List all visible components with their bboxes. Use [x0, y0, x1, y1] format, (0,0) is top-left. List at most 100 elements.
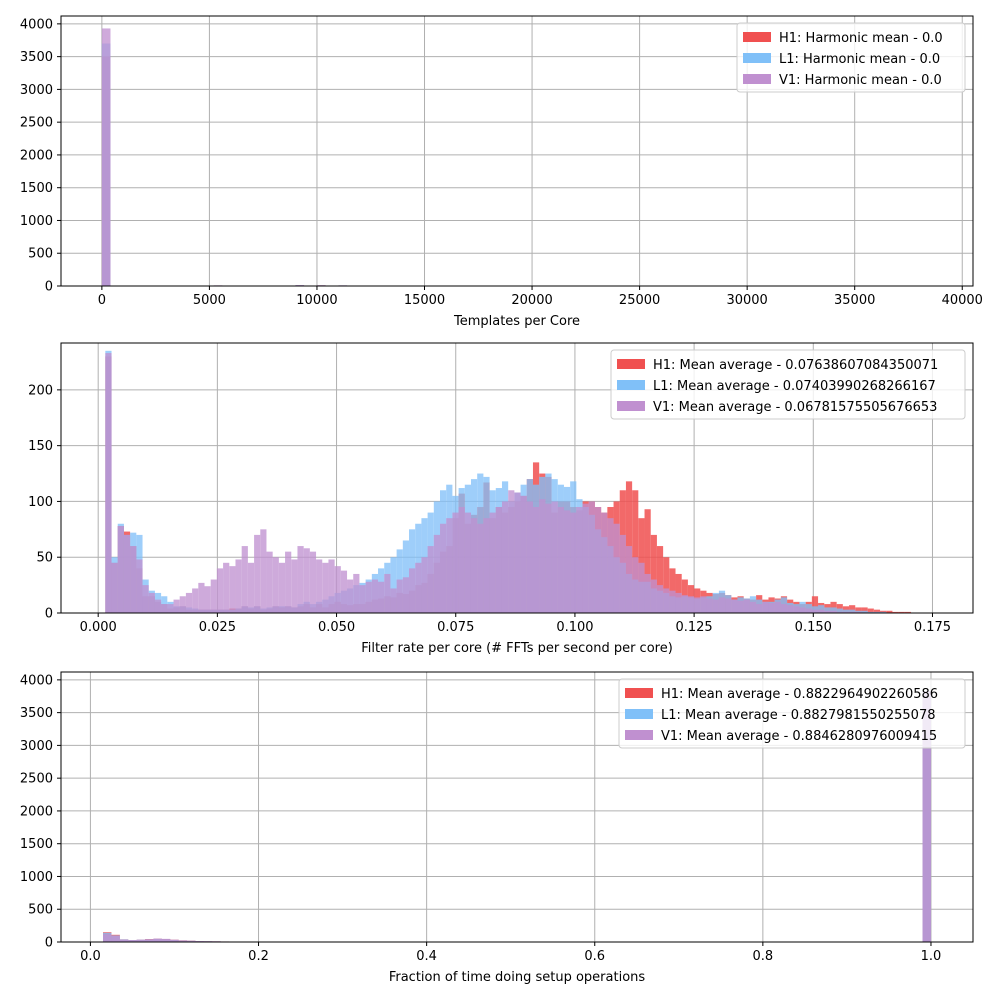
histogram-bar: [725, 598, 732, 613]
histogram-bar: [880, 611, 887, 613]
histogram-bar: [514, 492, 521, 613]
histogram-bar: [210, 579, 217, 613]
legend-label: V1: Harmonic mean - 0.0: [779, 73, 942, 88]
histogram-bar: [272, 557, 279, 613]
histogram-bar: [278, 562, 286, 613]
histogram-bar: [588, 501, 595, 613]
y-tick-label: 100: [28, 495, 53, 510]
y-tick-label: 1000: [20, 214, 53, 229]
histogram-bar: [780, 604, 788, 613]
histogram-bar: [260, 529, 267, 613]
histogram-bar: [291, 559, 298, 613]
x-axis-label: Templates per Core: [453, 314, 580, 329]
x-tick-label: 0.125: [675, 620, 712, 635]
histogram-bar: [656, 546, 664, 613]
x-tick-label: 35000: [834, 293, 875, 308]
histogram-bar: [613, 523, 620, 613]
histogram-bar: [316, 559, 323, 613]
histogram-bar: [669, 568, 676, 613]
y-tick-label: 2500: [20, 116, 53, 131]
histogram-bar: [576, 507, 583, 613]
histogram-bar: [365, 581, 372, 613]
histogram-bar: [415, 562, 422, 613]
histogram-bar: [799, 607, 806, 613]
x-tick-label: 0.100: [556, 620, 593, 635]
x-tick-label: 0: [98, 293, 106, 308]
histogram-bar: [557, 507, 564, 613]
histogram-bar: [836, 611, 843, 613]
histogram-bar: [663, 588, 670, 613]
histogram-bar: [563, 510, 571, 613]
histogram-bar: [421, 557, 428, 613]
y-tick-label: 1000: [20, 870, 53, 885]
histogram-bar: [570, 512, 577, 613]
histogram-bar: [712, 599, 719, 613]
histogram-bar: [427, 546, 434, 613]
histogram-bar: [855, 611, 862, 613]
histogram-bar: [818, 609, 825, 613]
x-tick-label: 20000: [511, 293, 552, 308]
histogram-bar: [842, 611, 850, 613]
setup-fraction-panel: 0.0 0.2 0.4 0.6 0.8 1.0 0 500 1000 1500 2000 2500 30…: [20, 671, 974, 985]
histogram-bar: [737, 600, 744, 613]
legend-box: [618, 678, 966, 749]
histogram-bar: [334, 566, 341, 613]
histogram-bar: [187, 940, 196, 942]
x-axis-label: Fraction of time doing setup operations: [389, 970, 646, 985]
histogram-bar: [625, 546, 633, 613]
histogram-bar: [520, 495, 527, 613]
bars-group: [105, 350, 912, 613]
y-tick-label: 0: [45, 607, 53, 622]
histogram-bar: [849, 609, 856, 613]
histogram-bar: [675, 592, 682, 613]
histogram-bar: [650, 534, 657, 613]
axes-frame: [60, 15, 974, 287]
histogram-bar: [793, 606, 800, 613]
histogram-bar: [111, 562, 118, 613]
histogram-bar: [644, 573, 651, 613]
legend-label: H1: Mean average - 0.8822964902260586: [661, 687, 938, 702]
histogram-bar: [811, 596, 819, 613]
histogram-bar: [123, 534, 131, 613]
x-tick-label: 0.050: [318, 620, 355, 635]
histogram-bar: [247, 562, 255, 613]
histogram-bar: [669, 590, 676, 613]
y-tick-label: 2500: [20, 772, 53, 787]
histogram-bar: [749, 601, 757, 613]
histogram-bar: [867, 608, 874, 613]
histogram-bar: [824, 607, 831, 613]
y-tick-label: 200: [28, 383, 53, 398]
histogram-bar: [892, 611, 899, 613]
histogram-bar: [861, 610, 868, 613]
histogram-bar: [285, 551, 292, 613]
histogram-bar: [811, 609, 819, 613]
histogram-bar: [111, 935, 120, 942]
x-tick-label: 0.175: [914, 620, 951, 635]
histogram-bar: [154, 599, 162, 613]
axes-frame: [60, 671, 974, 943]
y-tick-label: 1500: [20, 181, 53, 196]
histogram-bar: [101, 28, 111, 286]
y-tick-label: 3000: [20, 83, 53, 98]
histogram-bar: [309, 551, 317, 613]
histogram-bar: [922, 691, 931, 942]
histogram-bar: [681, 595, 688, 613]
histogram-bar: [551, 501, 558, 613]
histogram-bar: [173, 599, 180, 613]
legend-swatch: [743, 32, 771, 42]
histogram-bar: [241, 546, 248, 613]
histogram-bar: [192, 588, 199, 613]
histogram-bar: [433, 534, 441, 613]
histogram-bar: [787, 605, 794, 613]
y-tick-label: 4000: [20, 673, 53, 688]
histogram-bar: [128, 940, 137, 942]
histogram-bar: [873, 609, 881, 613]
histogram-bar: [508, 490, 515, 613]
legend: H1: Harmonic mean - 0.0 L1: Harmonic mean…: [736, 22, 966, 93]
histogram-bar: [663, 557, 670, 613]
x-axis-label: Filter rate per core (# FFTs per second …: [361, 641, 673, 656]
series-v1-bars: [105, 353, 862, 613]
y-tick-label: 50: [36, 551, 53, 566]
histogram-bar: [842, 609, 850, 613]
histogram-bar: [452, 512, 459, 613]
